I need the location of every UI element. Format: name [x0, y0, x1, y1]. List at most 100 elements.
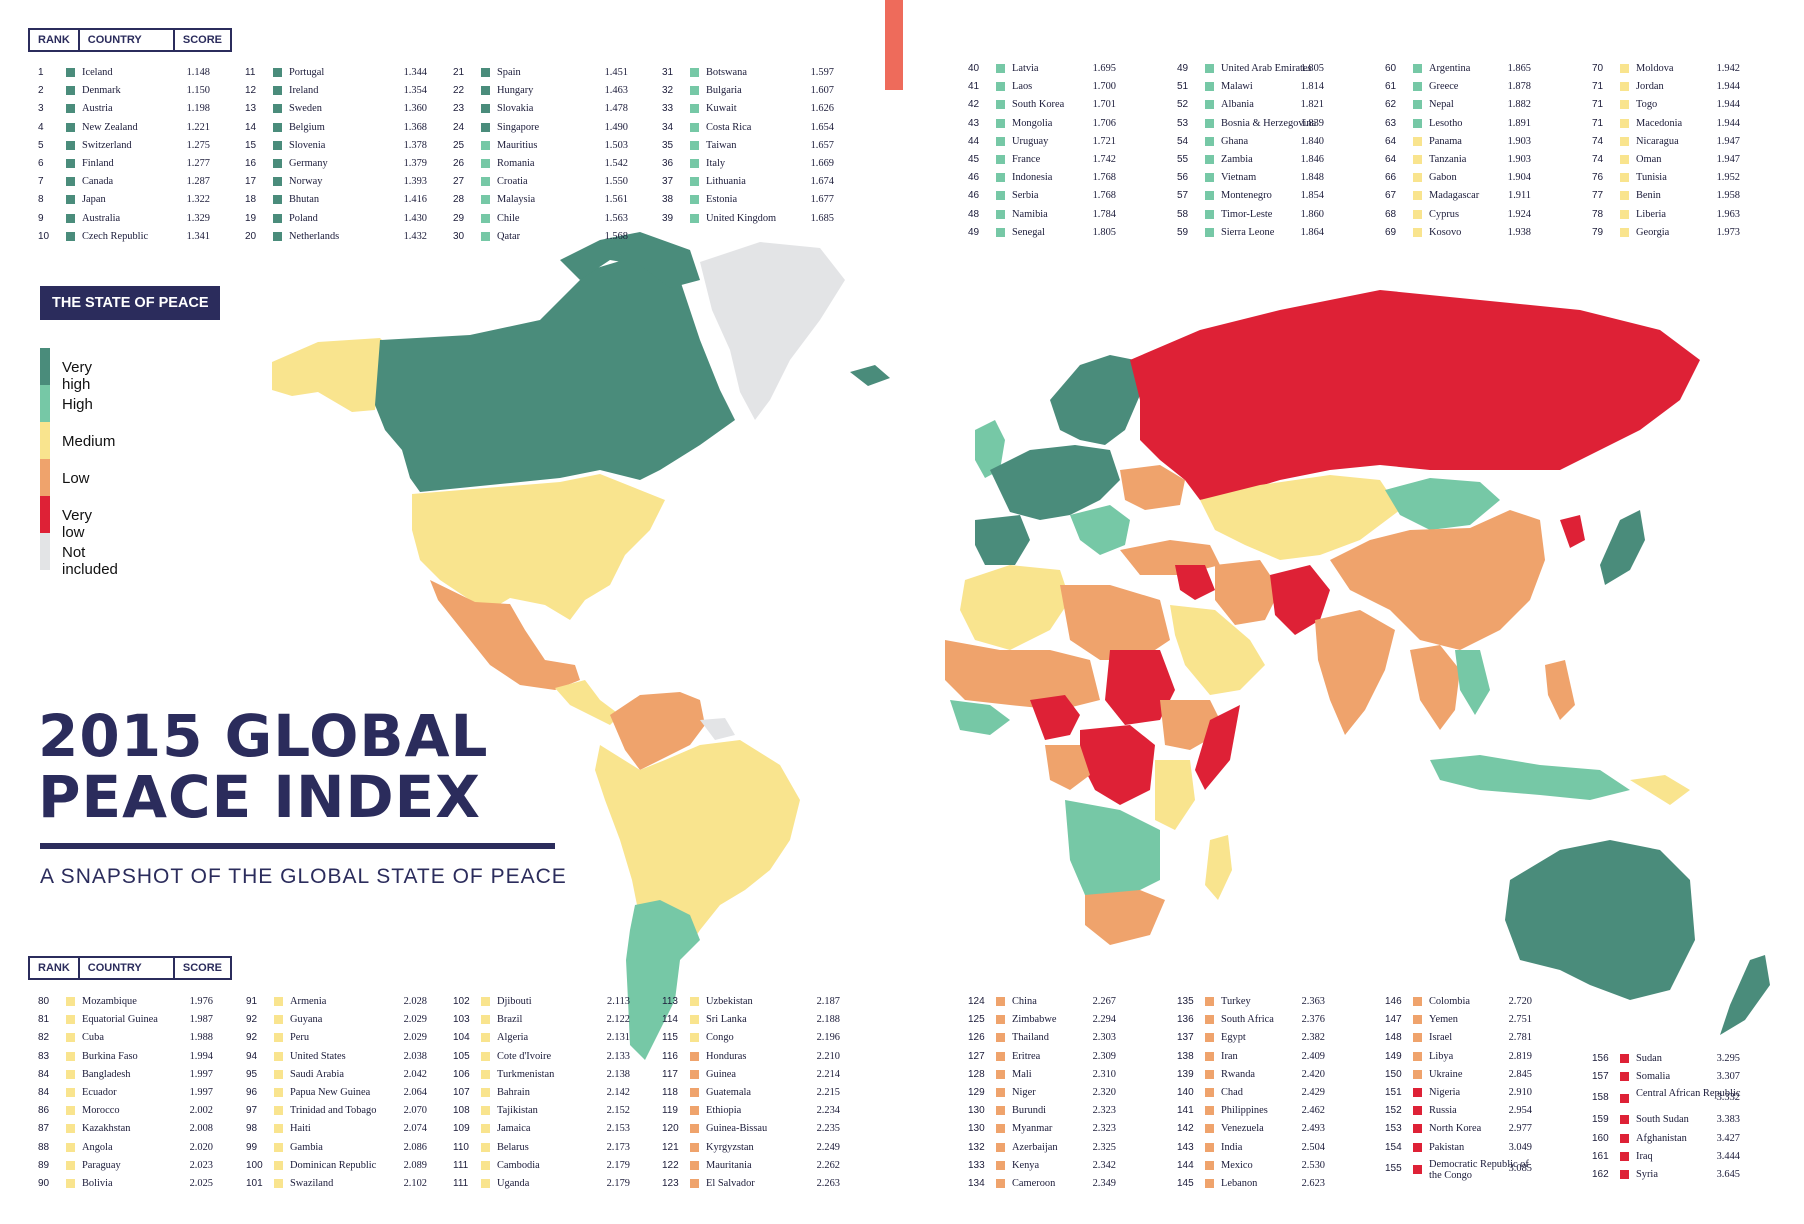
- score-value: 2.153: [606, 1123, 630, 1135]
- country-name: Turkey: [1221, 996, 1251, 1007]
- region-uk-ireland: [975, 420, 1005, 478]
- ranking-row: 141 Philippines 2.462: [1177, 1102, 1325, 1120]
- country-name: Colombia: [1429, 996, 1470, 1007]
- ranking-row: 119 Ethiopia 2.234: [662, 1102, 840, 1120]
- score-value: 2.131: [606, 1032, 630, 1044]
- score-value: 2.910: [1508, 1086, 1532, 1098]
- ranking-row: 62 Nepal 1.882: [1385, 96, 1531, 114]
- score-value: 1.430: [403, 212, 427, 224]
- ranking-row: 33 Kuwait 1.626: [662, 100, 834, 118]
- country-name: Saudi Arabia: [290, 1068, 344, 1080]
- band-swatch: [274, 1142, 283, 1152]
- band-swatch: [273, 86, 282, 96]
- score-value: 1.344: [403, 67, 427, 78]
- rank-value: 94: [246, 1050, 258, 1062]
- ranking-row: 118 Guatemala 2.215: [662, 1084, 840, 1102]
- region-china: [1330, 510, 1545, 650]
- score-value: 1.784: [1092, 208, 1116, 220]
- band-swatch: [481, 1015, 490, 1025]
- rank-value: 13: [245, 103, 257, 115]
- country-name: Belarus: [497, 1141, 529, 1153]
- ranking-row: 3 Austria 1.198: [38, 100, 210, 118]
- band-swatch: [481, 195, 490, 205]
- score-value: 1.607: [810, 85, 834, 97]
- rank-value: 136: [1177, 1014, 1194, 1026]
- ranking-row: 14 Belgium 1.368: [245, 119, 427, 137]
- country-name: Ecuador: [82, 1086, 117, 1098]
- band-swatch: [690, 1033, 699, 1043]
- ranking-row: 150 Ukraine 2.845: [1385, 1066, 1532, 1084]
- score-value: 1.805: [1092, 226, 1116, 238]
- ranking-row: 104 Algeria 2.131: [453, 1029, 630, 1047]
- region-sahel-west: [945, 640, 1100, 710]
- rank-value: 23: [453, 103, 465, 115]
- score-value: 2.122: [606, 1014, 630, 1026]
- ranking-column: 135 Turkey 2.363 136 South Africa 2.376 137 Egy…: [1177, 993, 1325, 1193]
- rank-value: 82: [38, 1032, 50, 1044]
- ranking-row: 57 Montenegro 1.854: [1177, 187, 1324, 205]
- rank-value: 108: [453, 1105, 470, 1117]
- country-name: Myanmar: [1012, 1123, 1053, 1135]
- rank-value: 14: [245, 121, 257, 133]
- region-central-west: [1045, 745, 1090, 790]
- region-scandinavia: [1050, 355, 1140, 445]
- ranking-row: 146 Colombia 2.720: [1385, 993, 1532, 1011]
- ranking-row: 156 Sudan 3.295: [1592, 1050, 1740, 1068]
- band-swatch: [66, 140, 75, 150]
- rank-value: 19: [245, 212, 257, 224]
- ranking-row: 110 Belarus 2.173: [453, 1139, 630, 1157]
- score-value: 3.427: [1716, 1132, 1740, 1144]
- rank-value: 46: [968, 172, 980, 184]
- country-name: Spain: [497, 67, 521, 78]
- score-value: 1.987: [189, 1014, 213, 1026]
- country-name: Zimbabwe: [1012, 1014, 1057, 1026]
- region-korea: [1560, 515, 1585, 548]
- country-name: Burkina Faso: [82, 1050, 138, 1062]
- region-nigeria: [1030, 695, 1080, 740]
- band-swatch: [1205, 1087, 1214, 1097]
- ranking-column: 80 Mozambique 1.976 81 Equatorial Guinea 1.98…: [38, 993, 213, 1193]
- score-value: 1.341: [186, 230, 210, 242]
- region-north-africa: [960, 565, 1070, 650]
- country-name: Guinea-Bissau: [706, 1123, 768, 1135]
- band-swatch: [274, 1087, 283, 1097]
- score-value: 1.891: [1507, 117, 1531, 129]
- band-swatch: [481, 1051, 490, 1061]
- score-value: 1.221: [186, 121, 210, 133]
- band-swatch: [1205, 227, 1214, 237]
- score-value: 1.416: [403, 194, 427, 206]
- title-line-2: PEACE INDEX: [38, 763, 481, 831]
- region-philippines: [1545, 660, 1575, 720]
- rank-value: 128: [968, 1068, 985, 1080]
- region-mexico: [430, 580, 580, 690]
- country-name: Guinea: [706, 1068, 737, 1080]
- band-swatch: [273, 231, 282, 241]
- score-value: 1.958: [1716, 190, 1740, 202]
- rank-value: 135: [1177, 996, 1194, 1007]
- ranking-row: 45 France 1.742: [968, 151, 1116, 169]
- country-name: Israel: [1429, 1032, 1453, 1044]
- band-swatch: [1413, 1087, 1422, 1097]
- band-swatch: [481, 140, 490, 150]
- rank-value: 5: [38, 139, 44, 151]
- rank-value: 124: [968, 996, 985, 1007]
- band-swatch: [274, 1124, 283, 1134]
- country-name: South Africa: [1221, 1014, 1274, 1026]
- country-name: Chile: [497, 212, 520, 224]
- country-name: Nigeria: [1429, 1086, 1461, 1098]
- country-name: Timor-Leste: [1221, 208, 1273, 220]
- rank-value: 111: [453, 1177, 469, 1189]
- ranking-row: 27 Croatia 1.550: [453, 173, 628, 191]
- ranking-row: 83 Burkina Faso 1.994: [38, 1048, 213, 1066]
- title-rule: [40, 843, 555, 849]
- country-name: United States: [290, 1050, 346, 1062]
- rank-value: 109: [453, 1123, 470, 1135]
- country-name: Syria: [1636, 1168, 1658, 1180]
- rank-value: 152: [1385, 1105, 1402, 1117]
- score-value: 2.363: [1301, 996, 1325, 1007]
- score-value: 2.038: [403, 1050, 427, 1062]
- score-value: 2.064: [403, 1086, 427, 1098]
- country-name: New Zealand: [82, 121, 138, 133]
- ranking-row: 23 Slovakia 1.478: [453, 100, 628, 118]
- legend-swatch: [40, 348, 50, 385]
